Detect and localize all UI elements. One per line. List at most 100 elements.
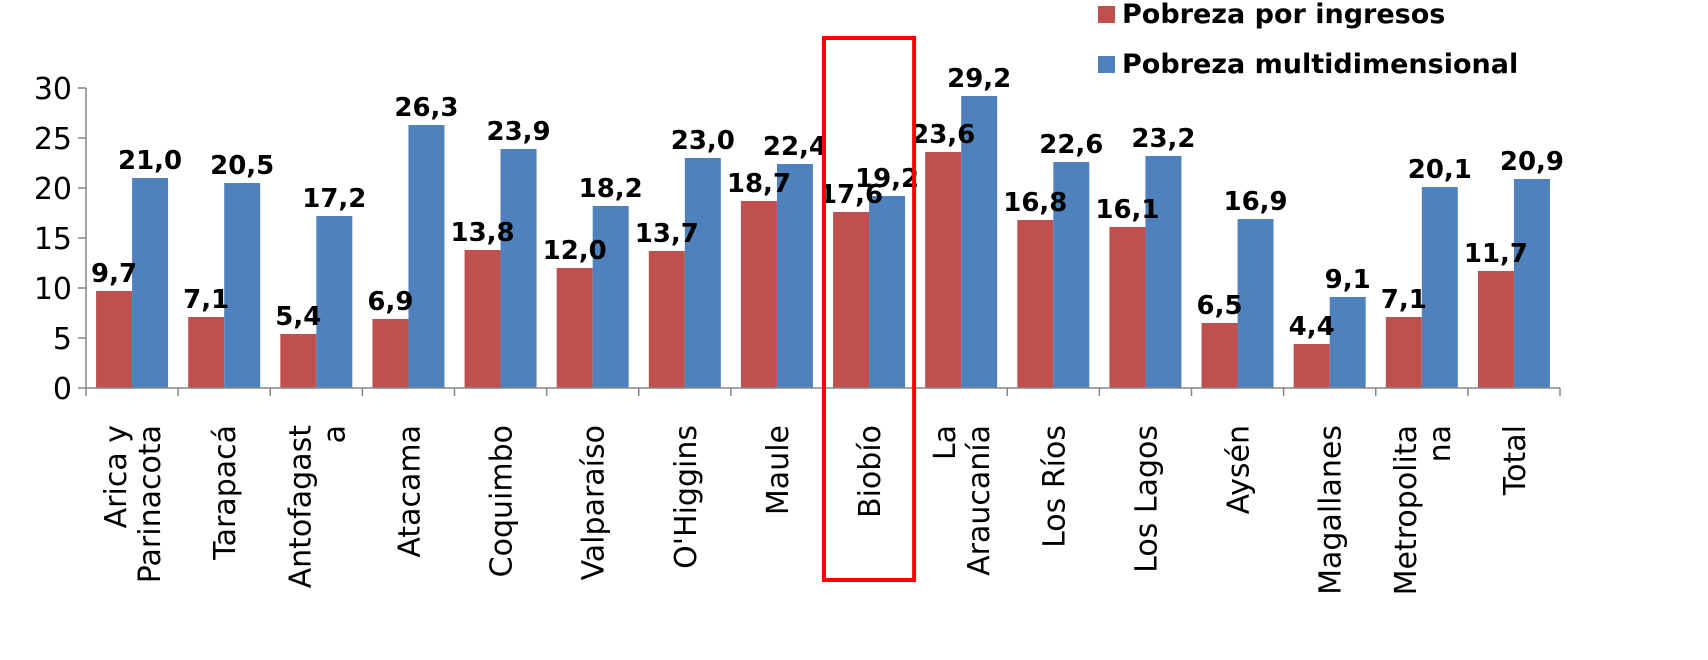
bar-pobreza-multidimensional	[1421, 187, 1458, 388]
bar-pobreza-multidimensional	[132, 178, 169, 388]
data-label: 20,9	[1500, 147, 1564, 177]
data-label: 22,4	[763, 132, 827, 162]
data-label: 23,0	[671, 126, 735, 156]
bar-pobreza-ingresos	[464, 250, 501, 388]
x-category-label-line: Biobío	[853, 425, 888, 518]
data-label: 9,1	[1325, 265, 1371, 295]
x-category-label-line: Maule	[761, 425, 796, 515]
x-axis: Arica y Parinacota Tarapacá Antofagast a Atac…	[85, 387, 1561, 595]
x-category-label: Aysén	[1222, 425, 1257, 514]
data-label: 6,5	[1197, 291, 1243, 321]
x-category-label-line: Total	[1498, 425, 1533, 496]
bar-pobreza-ingresos	[1477, 271, 1514, 388]
bar-pobreza-ingresos	[96, 291, 133, 388]
x-category-label-line: Los Ríos	[1037, 425, 1072, 548]
x-category-label-line: Valparaíso	[577, 425, 612, 580]
bar-pobreza-multidimensional	[776, 164, 813, 388]
x-category-label-line: Atacama	[392, 425, 427, 558]
x-category-label-line: Metropolita	[1389, 425, 1424, 595]
data-label: 29,2	[947, 64, 1011, 94]
x-category-label-line: Los Lagos	[1129, 425, 1164, 573]
x-category-label: Total	[1498, 425, 1533, 496]
data-label: 16,9	[1223, 187, 1287, 217]
bar-pobreza-ingresos	[1201, 323, 1238, 388]
x-category-label-line: Coquimbo	[485, 425, 520, 577]
data-label: 20,5	[210, 151, 274, 181]
x-category-label: Coquimbo	[485, 425, 520, 577]
bar-pobreza-multidimensional	[1237, 219, 1274, 388]
bar-pobreza-ingresos	[740, 201, 777, 388]
y-axis: 0 5 10 15 20 25 30	[34, 72, 87, 407]
x-category-label-line: O'Higgins	[669, 425, 704, 569]
bar-pobreza-ingresos	[372, 319, 409, 388]
legend-label: Pobreza por ingresos	[1122, 0, 1445, 30]
x-category-label-line: Arica y	[99, 425, 134, 528]
data-label: 13,8	[450, 218, 514, 248]
highlight-box	[822, 36, 917, 582]
data-label: 26,3	[394, 93, 458, 123]
highlight-group	[822, 36, 917, 582]
bar-pobreza-multidimensional	[684, 158, 721, 388]
x-category-label-line: Parinacota	[133, 425, 168, 583]
x-category-label-line: Tarapacá	[208, 425, 243, 561]
data-label: 23,2	[1131, 124, 1195, 154]
bar-pobreza-multidimensional	[592, 206, 629, 388]
x-category-label: Atacama	[392, 425, 427, 558]
data-label: 6,9	[367, 287, 413, 317]
y-tick-label: 20	[34, 172, 72, 207]
bar-pobreza-multidimensional	[869, 196, 906, 388]
legend-label: Pobreza multidimensional	[1122, 49, 1518, 80]
bar-pobreza-ingresos	[1385, 317, 1422, 388]
data-label: 18,7	[727, 169, 791, 199]
bar-pobreza-multidimensional	[1329, 297, 1366, 388]
data-label: 23,6	[911, 120, 975, 150]
data-labels: 9,7 7,1 5,4 6,9 13,8 12,0 13,7 18,7 17,6 23,6 16,8…	[91, 64, 1564, 342]
data-label: 7,1	[183, 285, 229, 315]
bar-pobreza-ingresos	[833, 212, 870, 388]
bar-pobreza-ingresos	[556, 268, 593, 388]
x-category-label: La Araucanía	[928, 425, 997, 576]
bar-pobreza-multidimensional	[1053, 162, 1090, 388]
x-category-label: Arica y Parinacota	[99, 425, 168, 583]
bar-pobreza-ingresos	[1109, 227, 1146, 388]
data-label: 17,2	[302, 184, 366, 214]
x-category-label: Antofagast a	[283, 425, 352, 589]
data-label: 18,2	[579, 174, 643, 204]
y-tick-label: 15	[34, 222, 72, 257]
x-category-label: Biobío	[853, 425, 888, 518]
data-label: 12,0	[543, 236, 607, 266]
x-category-label: Los Lagos	[1129, 425, 1164, 573]
y-tick-label: 5	[53, 322, 72, 357]
bar-pobreza-multidimensional	[961, 96, 998, 388]
x-category-label: O'Higgins	[669, 425, 704, 569]
data-label: 13,7	[635, 219, 699, 249]
x-category-label: Tarapacá	[208, 425, 243, 561]
bar-pobreza-multidimensional	[1145, 156, 1182, 388]
legend-swatch	[1098, 56, 1115, 73]
data-label: 22,6	[1039, 130, 1103, 160]
x-category-label-line: Aysén	[1222, 425, 1257, 514]
x-category-label: Valparaíso	[577, 425, 612, 580]
data-label: 21,0	[118, 146, 182, 176]
data-label: 17,6	[819, 180, 883, 210]
x-category-label: Metropolita na	[1389, 425, 1458, 595]
bar-pobreza-ingresos	[925, 152, 962, 388]
y-tick-label: 10	[34, 272, 72, 307]
data-label: 11,7	[1464, 239, 1528, 269]
x-category-label-line: Magallanes	[1314, 425, 1349, 595]
bar-pobreza-ingresos	[1293, 344, 1330, 388]
y-tick-label: 25	[34, 122, 72, 157]
x-category-label: Magallanes	[1314, 425, 1349, 595]
legend: Pobreza por ingresos Pobreza multidimensi…	[1098, 0, 1518, 80]
x-category-label-line: La	[928, 425, 963, 460]
bar-pobreza-ingresos	[188, 317, 225, 388]
x-category-label-line: Antofagast	[283, 425, 318, 589]
data-label: 20,1	[1408, 155, 1472, 185]
bar-pobreza-ingresos	[1017, 220, 1054, 388]
y-tick-label: 30	[34, 72, 72, 107]
bar-pobreza-multidimensional	[224, 183, 261, 388]
x-category-label-line: na	[1423, 425, 1458, 462]
bar-pobreza-multidimensional	[408, 125, 445, 388]
bar-pobreza-ingresos	[280, 334, 317, 388]
